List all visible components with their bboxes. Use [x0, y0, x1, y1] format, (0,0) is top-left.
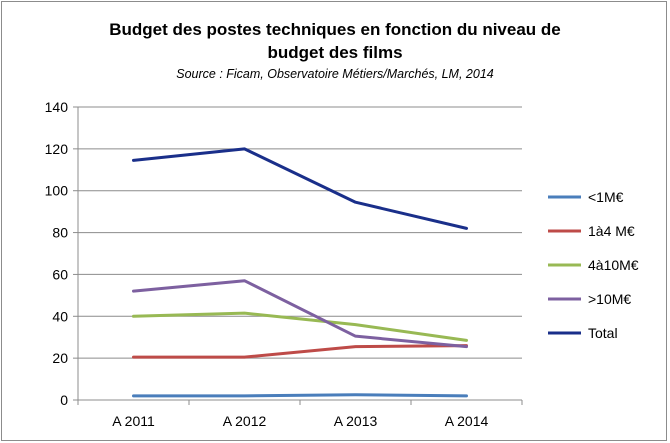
- chart-title-line-1: Budget des postes techniques en fonction…: [109, 20, 561, 39]
- y-tick-label: 20: [52, 350, 68, 366]
- legend-label-1: 1à4 M€: [588, 223, 635, 239]
- legend-label-2: 4à10M€: [588, 257, 639, 273]
- series-line-1: [132, 344, 468, 359]
- legend-label-0: <1M€: [588, 189, 624, 205]
- y-tick-label: 80: [52, 225, 68, 241]
- x-tick-label: A 2012: [223, 413, 267, 429]
- chart-title-line-2: budget des films: [267, 43, 403, 62]
- x-tick-label: A 2014: [445, 413, 489, 429]
- y-tick-label: 0: [60, 392, 68, 408]
- series-line-3: [132, 279, 468, 349]
- legend-label-3: >10M€: [588, 291, 631, 307]
- y-tick-label: 120: [45, 141, 69, 157]
- series-line-4: [132, 147, 468, 230]
- y-tick-label: 60: [52, 266, 68, 282]
- series-line-2: [132, 311, 468, 342]
- series-line-0: [132, 393, 468, 398]
- legend-label-4: Total: [588, 325, 618, 341]
- y-tick-label: 40: [52, 308, 68, 324]
- x-tick-label: A 2011: [112, 413, 155, 429]
- y-tick-label: 140: [45, 99, 69, 115]
- x-tick-label: A 2013: [334, 413, 378, 429]
- chart-subtitle: Source : Ficam, Observatoire Métiers/Mar…: [176, 67, 494, 81]
- y-tick-label: 100: [45, 183, 69, 199]
